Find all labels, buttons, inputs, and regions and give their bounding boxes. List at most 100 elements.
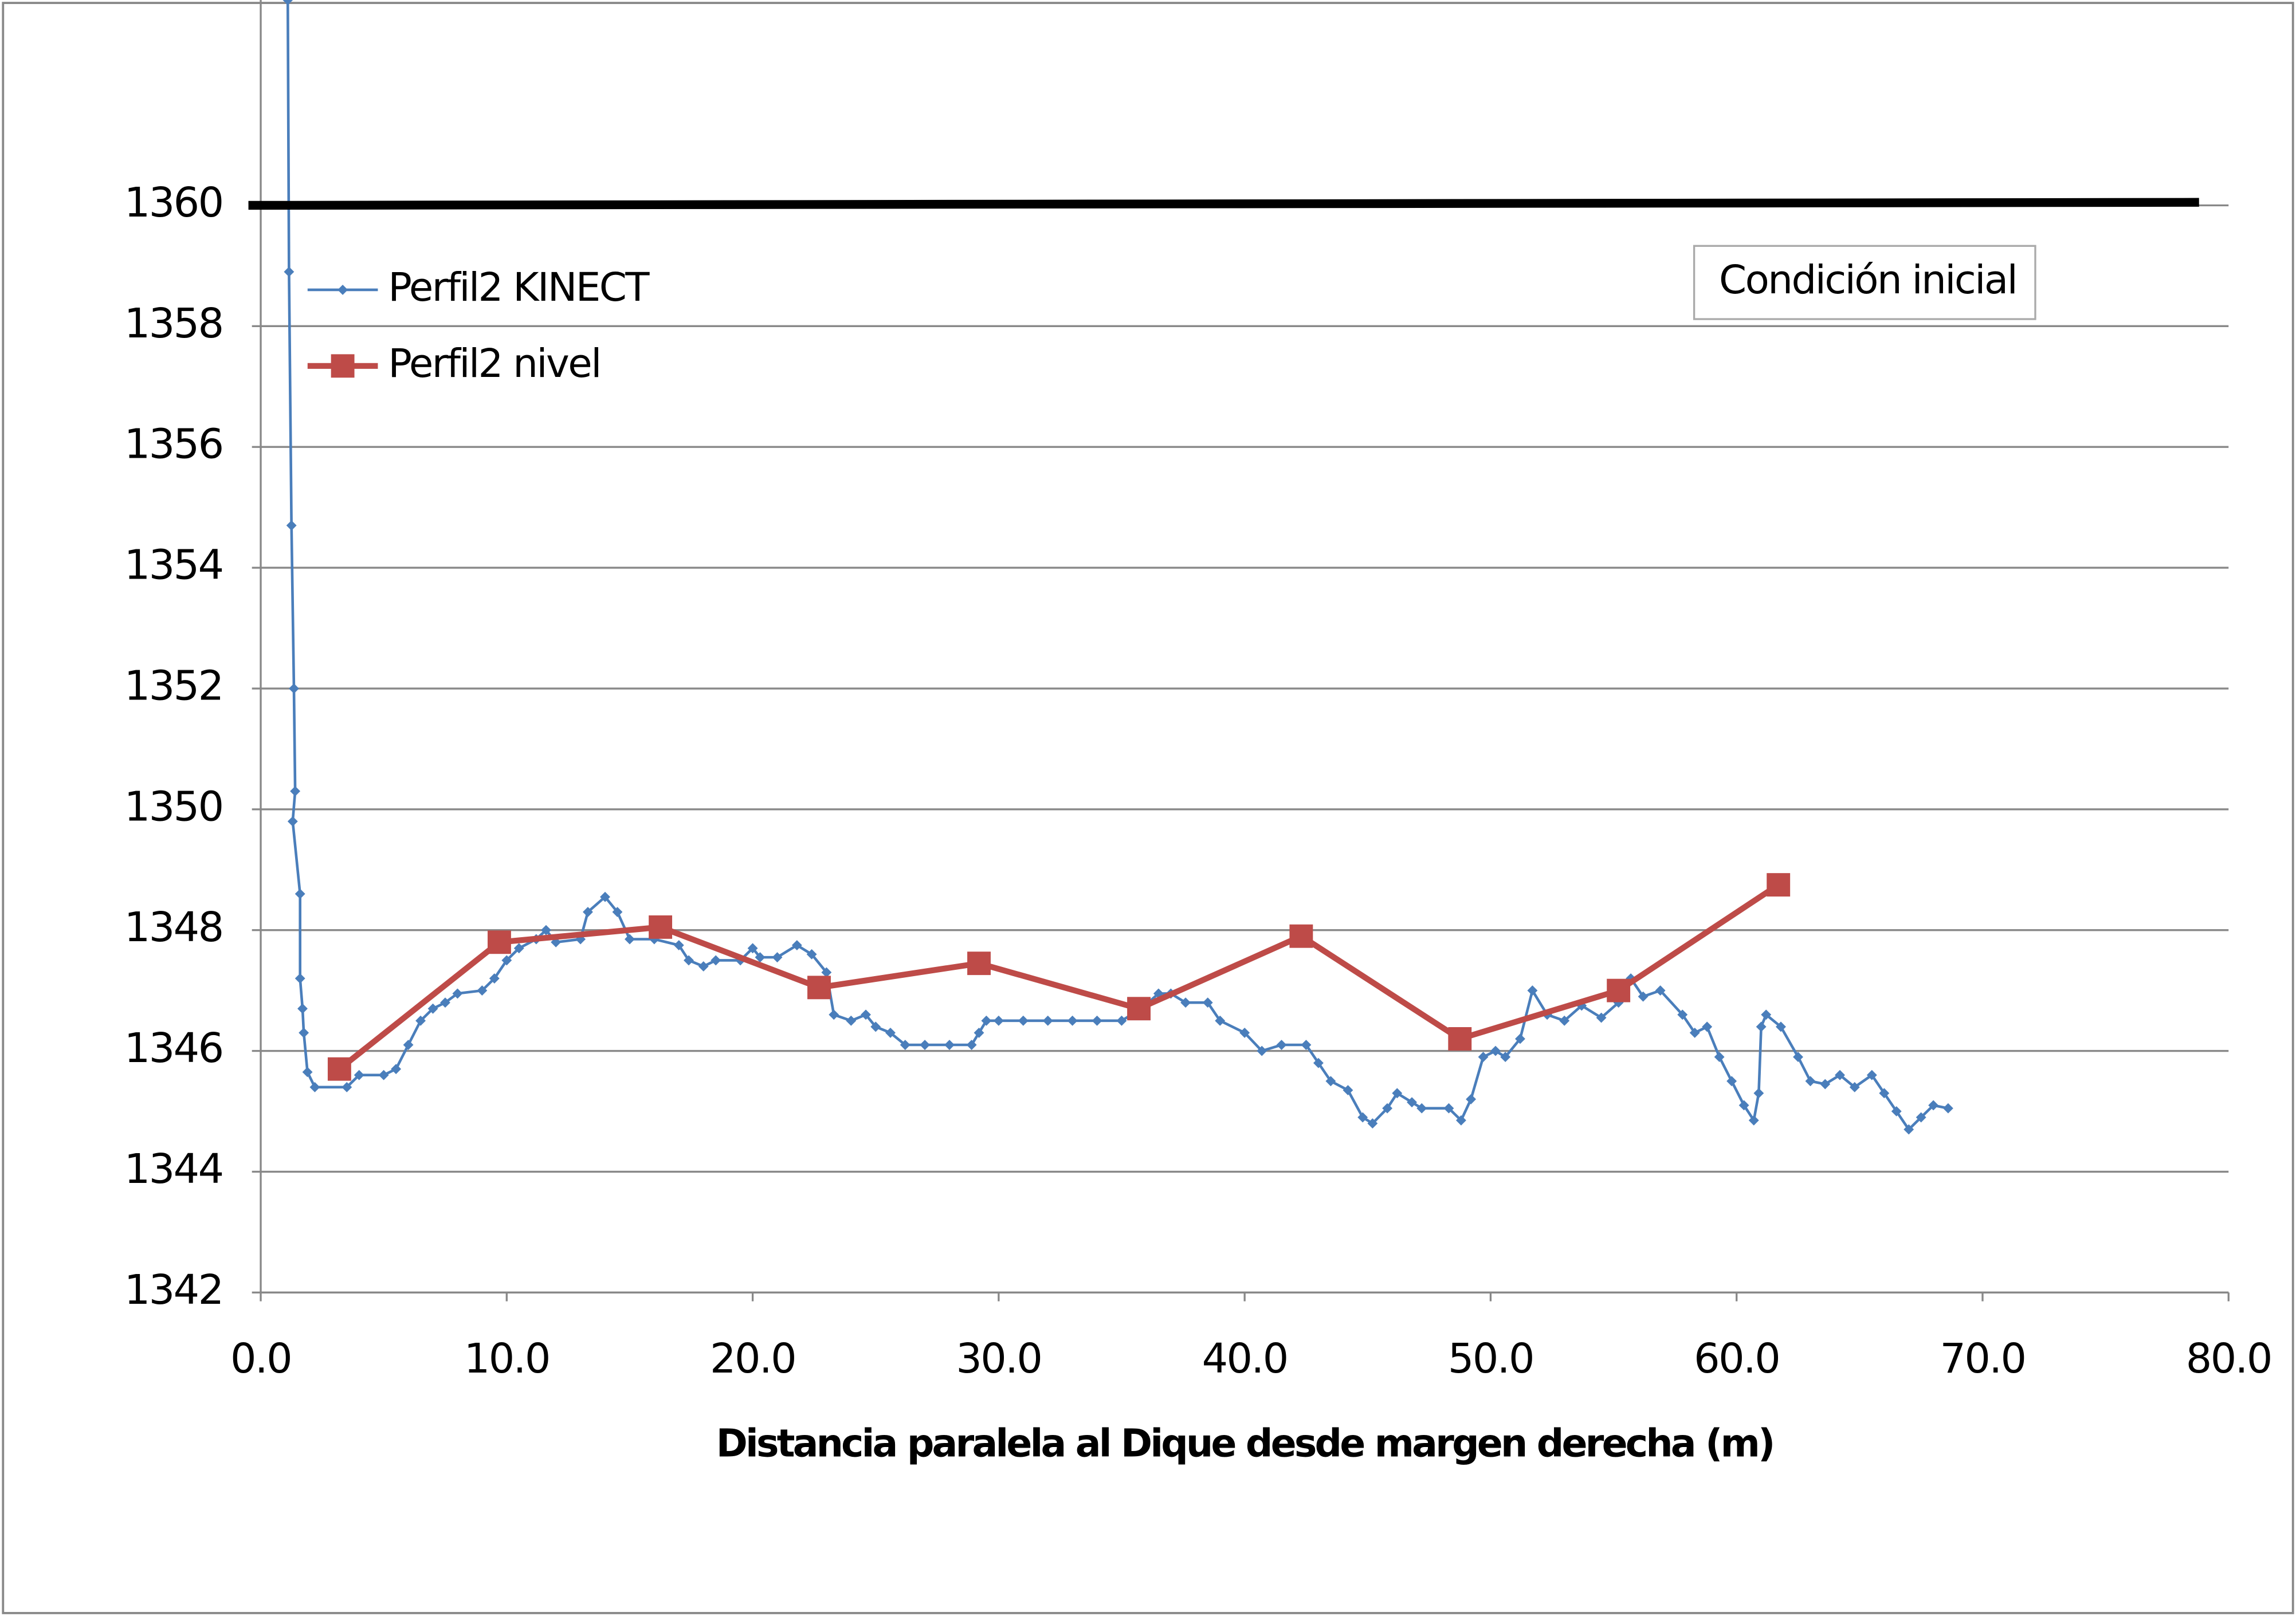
data-point xyxy=(1018,1015,1029,1026)
data-point xyxy=(1655,985,1666,996)
data-point xyxy=(541,925,551,935)
y-tick-label: 1356 xyxy=(124,420,223,468)
data-point xyxy=(967,951,991,976)
legend-marker xyxy=(331,354,355,378)
x-tick-label: 60.0 xyxy=(1694,1335,1779,1382)
data-point xyxy=(1215,1015,1226,1026)
y-tick-label: 1350 xyxy=(124,783,223,830)
data-point xyxy=(1382,1103,1393,1114)
data-point xyxy=(403,1040,414,1050)
data-point xyxy=(1527,985,1538,996)
x-tick-label: 30.0 xyxy=(956,1335,1041,1382)
data-point xyxy=(1776,1021,1786,1032)
data-point xyxy=(489,973,500,984)
x-tick-label: 40.0 xyxy=(1202,1335,1288,1382)
data-point xyxy=(1761,1009,1772,1020)
data-point xyxy=(1559,1015,1570,1026)
data-point xyxy=(821,967,832,978)
data-point xyxy=(1127,997,1151,1021)
data-point xyxy=(342,1082,352,1092)
data-point xyxy=(649,915,673,939)
data-point xyxy=(583,907,593,917)
data-point xyxy=(282,0,293,5)
data-point xyxy=(1490,1045,1501,1056)
data-point xyxy=(944,1040,955,1050)
data-point xyxy=(1500,1052,1511,1063)
legend-label: Perfil2 KINECT xyxy=(388,265,650,310)
legend-marker xyxy=(337,284,348,295)
data-point xyxy=(1928,1100,1939,1111)
data-point xyxy=(1756,1021,1767,1032)
data-point xyxy=(1607,978,1631,1002)
data-point xyxy=(1092,1015,1102,1026)
data-point xyxy=(309,1082,320,1092)
data-point xyxy=(1767,873,1791,897)
data-point xyxy=(612,907,623,917)
data-point xyxy=(861,1009,871,1020)
legend-box xyxy=(1693,245,2036,320)
data-point xyxy=(440,997,450,1008)
data-point xyxy=(600,891,610,902)
y-tick-label: 1352 xyxy=(124,662,223,709)
data-point xyxy=(1689,1027,1700,1038)
data-point xyxy=(513,943,524,954)
data-point xyxy=(1455,1115,1466,1126)
x-axis-title: Distancia paralela al Dique desde margen… xyxy=(716,1421,1773,1466)
data-point xyxy=(1849,1082,1860,1092)
data-point xyxy=(806,949,817,960)
data-point xyxy=(327,1057,351,1081)
data-point xyxy=(1726,1076,1737,1087)
data-point xyxy=(1748,1115,1759,1126)
data-point xyxy=(427,1003,438,1014)
data-point xyxy=(354,1070,364,1080)
data-point xyxy=(477,985,488,996)
data-point xyxy=(966,1040,977,1050)
data-point xyxy=(1313,1057,1324,1068)
x-tick-label: 50.0 xyxy=(1448,1335,1533,1382)
data-point xyxy=(974,1027,984,1038)
y-tick-label: 1342 xyxy=(124,1266,223,1314)
x-tick-label: 70.0 xyxy=(1940,1335,2025,1382)
y-tick-label: 1344 xyxy=(124,1145,223,1193)
data-point xyxy=(1116,1015,1127,1026)
data-point xyxy=(791,940,802,950)
y-tick-label: 1348 xyxy=(124,903,223,951)
data-point xyxy=(1738,1100,1749,1111)
data-point xyxy=(391,1064,402,1075)
data-point xyxy=(1289,924,1313,948)
data-point xyxy=(1180,997,1191,1008)
data-point xyxy=(1042,1015,1053,1026)
data-point xyxy=(1820,1079,1831,1090)
data-point xyxy=(846,1015,857,1026)
y-tick-label: 1358 xyxy=(124,300,223,347)
data-point xyxy=(920,1040,931,1050)
y-tick-label: 1346 xyxy=(124,1024,223,1072)
data-point xyxy=(755,952,766,963)
data-point xyxy=(1466,1094,1477,1104)
data-point xyxy=(1257,1045,1267,1056)
data-point xyxy=(1416,1103,1427,1114)
data-point xyxy=(1357,1112,1368,1123)
data-point xyxy=(1239,1027,1250,1038)
data-point xyxy=(698,961,709,972)
data-point xyxy=(1916,1112,1926,1123)
data-point xyxy=(1793,1052,1803,1063)
data-point xyxy=(415,1015,426,1026)
data-point xyxy=(286,520,297,531)
data-point xyxy=(870,1021,881,1032)
data-point xyxy=(295,973,305,984)
data-point xyxy=(1879,1088,1890,1099)
data-point xyxy=(487,930,511,954)
data-point xyxy=(1942,1103,1953,1114)
data-point xyxy=(501,955,512,966)
data-point xyxy=(1891,1106,1902,1116)
data-point xyxy=(1903,1124,1914,1135)
series-line xyxy=(248,198,2199,210)
data-point xyxy=(711,955,721,966)
legend-label: Perfil2 nivel xyxy=(388,341,600,387)
data-point xyxy=(885,1027,896,1038)
y-tick-label: 1354 xyxy=(124,541,223,589)
legend-label: Condición inicial xyxy=(1719,257,2016,303)
